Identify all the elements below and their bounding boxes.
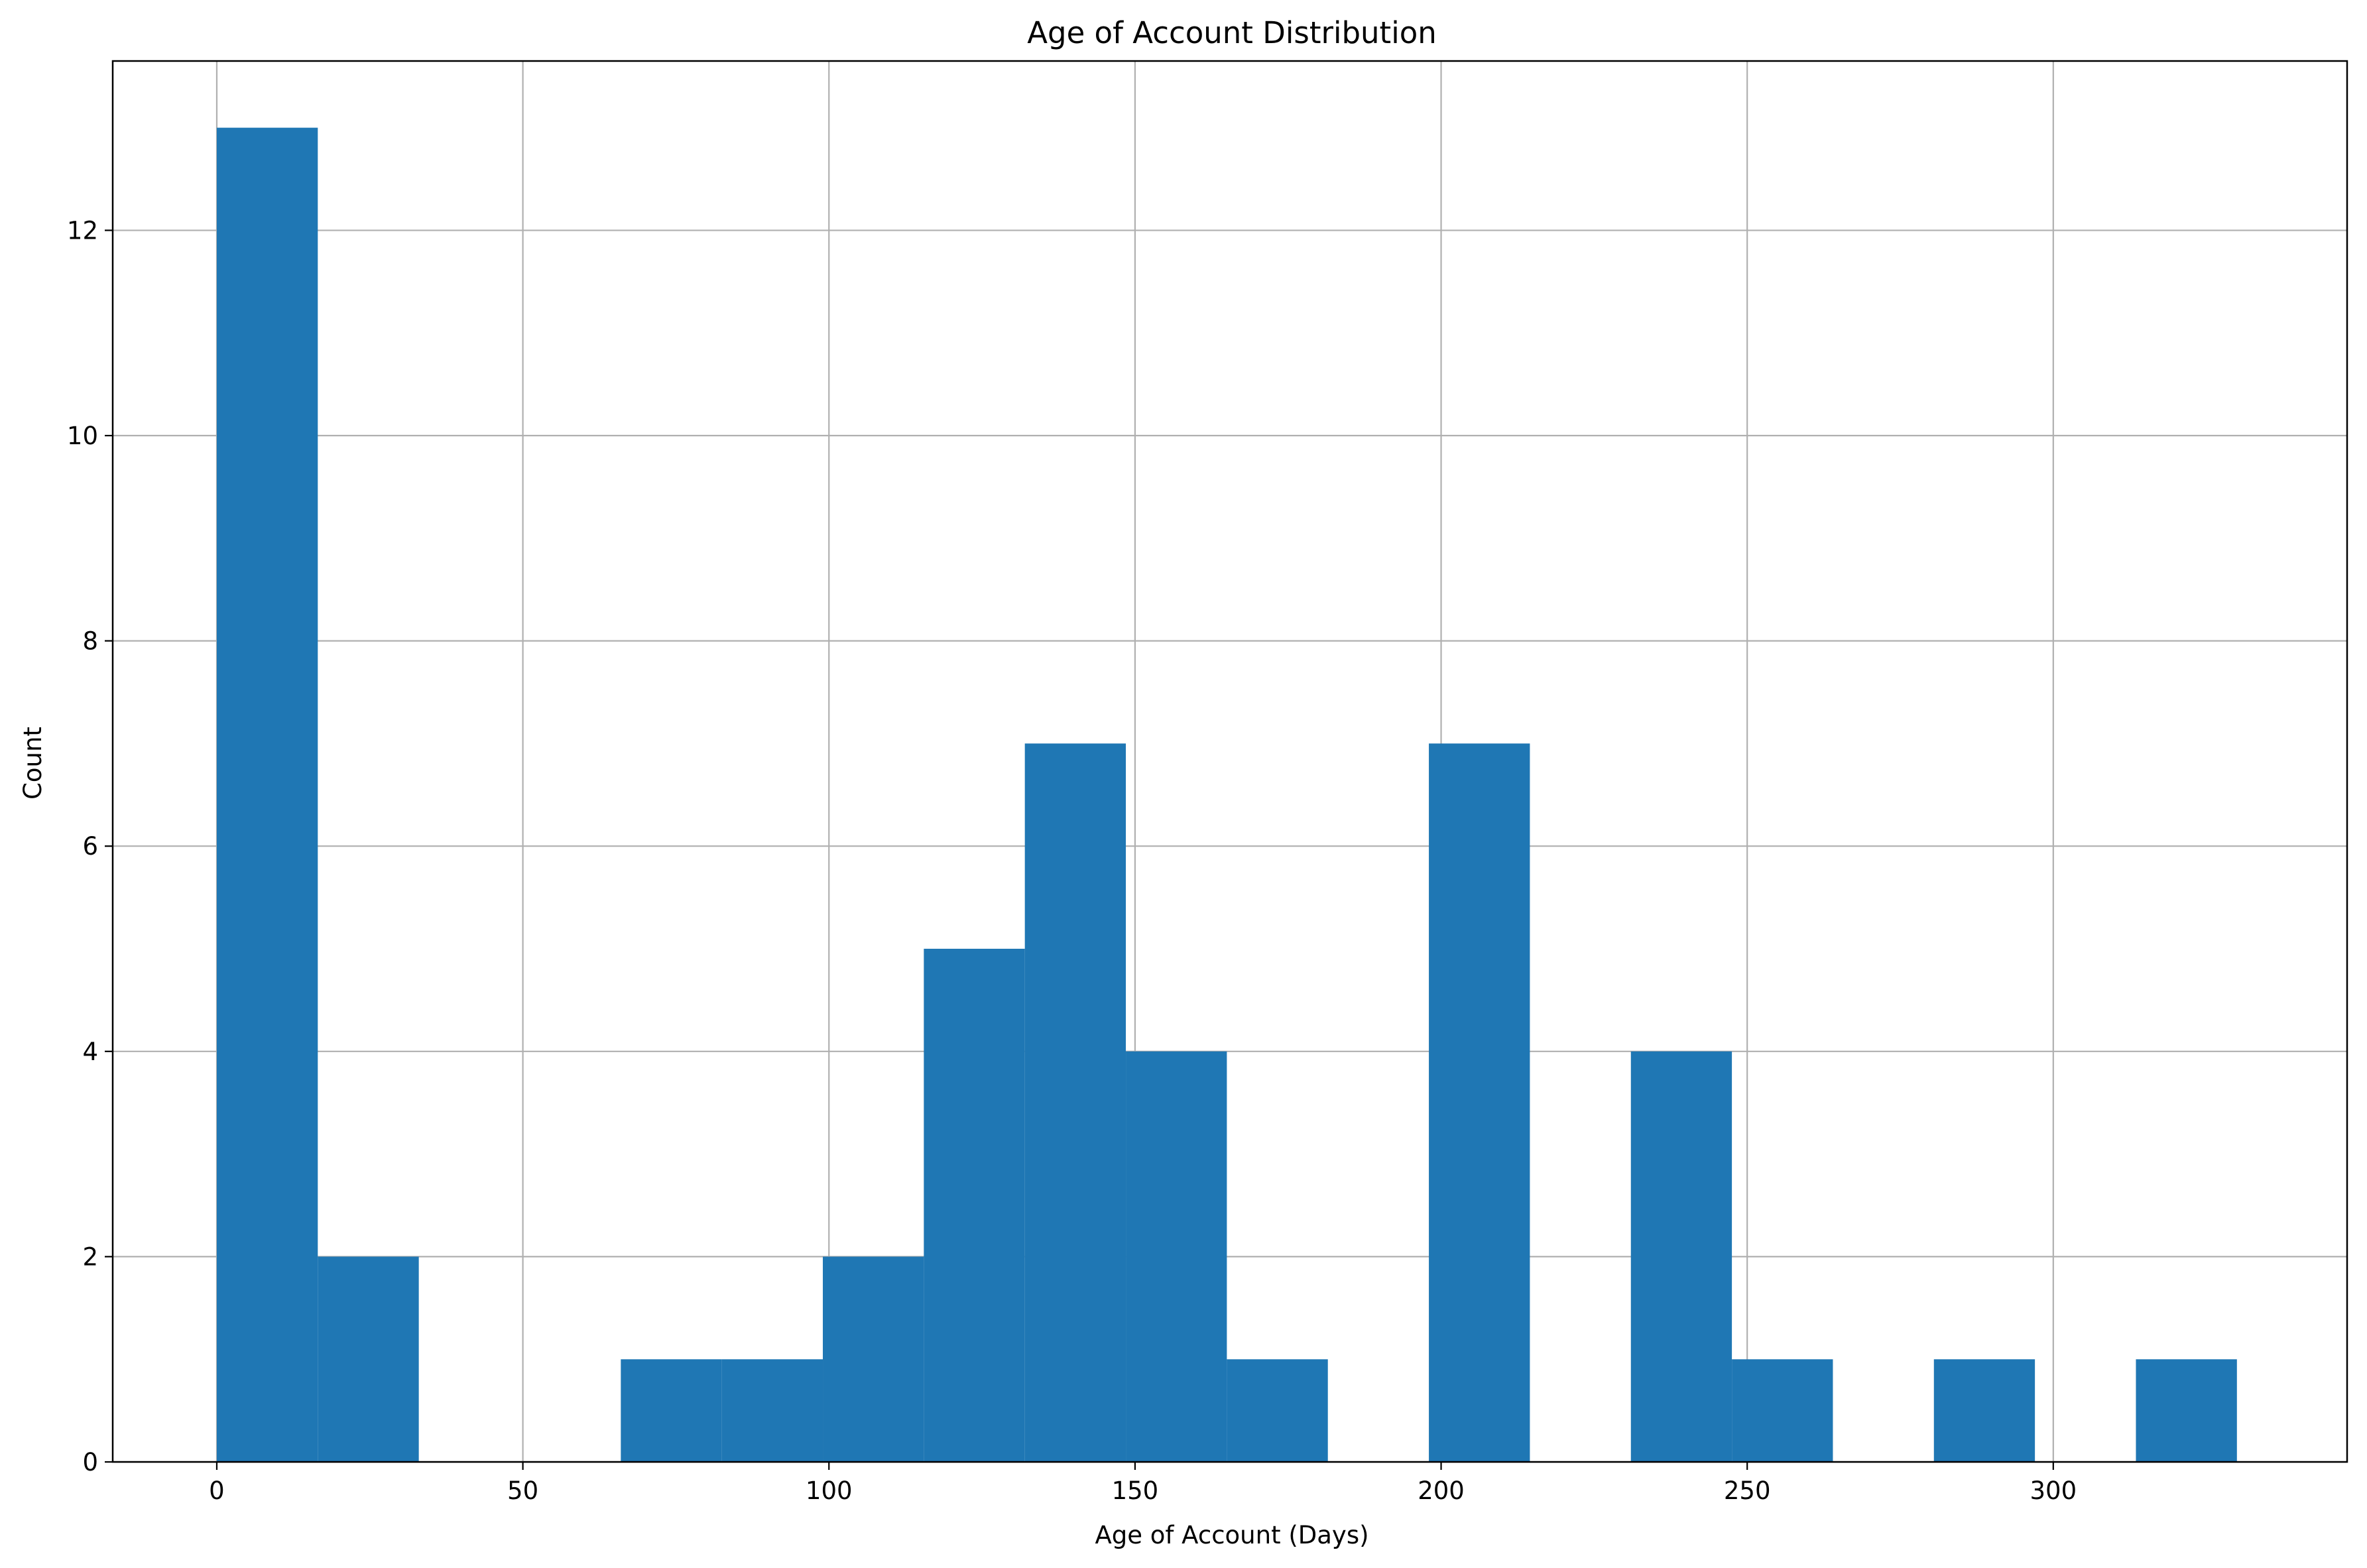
y-tick-label: 0 [82, 1448, 98, 1477]
histogram-bar [924, 949, 1025, 1462]
histogram-bar [823, 1256, 924, 1462]
histogram-bar [1933, 1359, 2035, 1462]
x-tick-label: 50 [507, 1477, 538, 1505]
x-tick-label: 250 [1724, 1477, 1771, 1505]
x-tick-label: 200 [1418, 1477, 1465, 1505]
histogram-bar [621, 1359, 722, 1462]
y-tick-label: 6 [82, 832, 98, 861]
histogram-bar [1429, 743, 1530, 1462]
histogram-bar [1732, 1359, 1833, 1462]
bars [216, 127, 2237, 1463]
x-tick-label: 100 [806, 1477, 853, 1505]
plot-frame [111, 60, 2348, 1463]
histogram-bar [1227, 1359, 1328, 1462]
y-tick-label: 12 [67, 216, 98, 245]
histogram-bar [2136, 1359, 2237, 1462]
y-tick-label: 2 [82, 1242, 98, 1271]
y-axis-title: Count [19, 727, 47, 800]
histogram-bar [721, 1359, 823, 1462]
histogram-bar [1630, 1051, 1732, 1462]
x-tick-label: 0 [209, 1477, 225, 1505]
histogram-bar [216, 127, 318, 1463]
y-tick-label: 10 [67, 422, 98, 450]
x-axis-title: Age of Account (Days) [1095, 1521, 1368, 1549]
x-tick-label: 150 [1112, 1477, 1159, 1505]
y-tick-label: 4 [82, 1038, 98, 1066]
histogram-bar [1126, 1051, 1227, 1462]
histogram-bar [318, 1256, 419, 1462]
x-tick-label: 300 [2030, 1477, 2077, 1505]
chart-title: Age of Account Distribution [1027, 15, 1437, 50]
axis-ticks: 0 50 100 150 200 250 300 0 2 4 6 8 10 12 [67, 216, 2077, 1505]
histogram-bar [1024, 743, 1126, 1462]
y-tick-label: 8 [82, 627, 98, 656]
